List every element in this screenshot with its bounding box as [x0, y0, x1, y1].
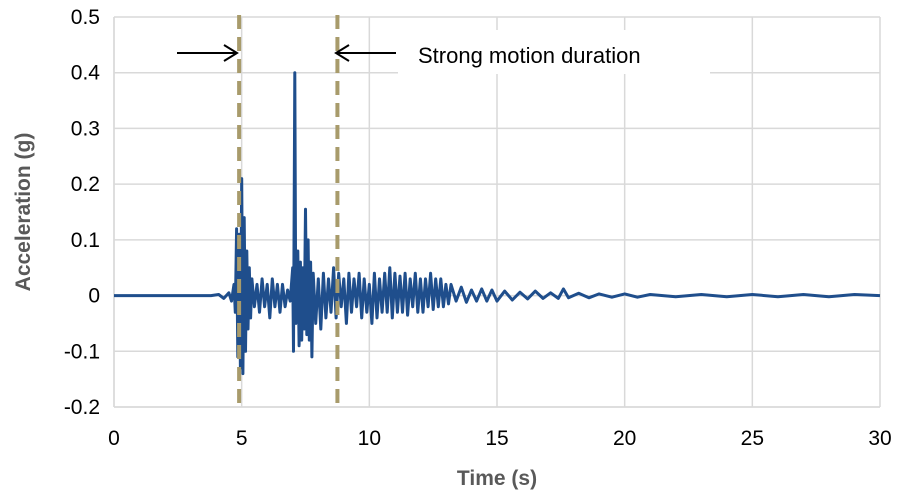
x-tick-label: 25 — [741, 427, 764, 450]
duration-markers — [237, 15, 340, 407]
y-tick-label: 0.5 — [71, 6, 100, 29]
right-arrow-icon — [334, 44, 396, 62]
x-axis-title: Time (s) — [457, 467, 537, 490]
y-tick-label: -0.1 — [64, 340, 100, 363]
y-tick-label: 0 — [88, 285, 100, 308]
y-tick-label: 0.1 — [71, 229, 100, 252]
x-tick-label: 30 — [868, 427, 891, 450]
x-tick-label: 20 — [613, 427, 636, 450]
x-tick-labels: 0 5 10 15 20 25 30 — [108, 427, 892, 450]
acceleration-series-line — [114, 71, 881, 376]
left-arrow-icon — [177, 44, 239, 62]
y-tick-label: 0.3 — [71, 117, 100, 140]
y-tick-label: 0.4 — [71, 62, 101, 85]
y-tick-label: 0.2 — [71, 173, 100, 196]
axes — [113, 17, 880, 408]
grid — [113, 16, 881, 408]
annotation-background — [398, 30, 710, 74]
y-tick-label: -0.2 — [64, 396, 100, 419]
x-tick-label: 15 — [485, 427, 508, 450]
x-tick-label: 10 — [358, 427, 381, 450]
y-axis-title: Acceleration (g) — [12, 133, 35, 292]
annotation-group: Strong motion duration — [177, 30, 710, 74]
annotation-text: Strong motion duration — [418, 43, 641, 68]
x-tick-label: 0 — [108, 427, 120, 450]
series-layer — [114, 71, 881, 376]
x-tick-label: 5 — [236, 427, 248, 450]
y-tick-labels: -0.2 -0.1 0 0.1 0.2 0.3 0.4 0.5 — [64, 6, 100, 419]
